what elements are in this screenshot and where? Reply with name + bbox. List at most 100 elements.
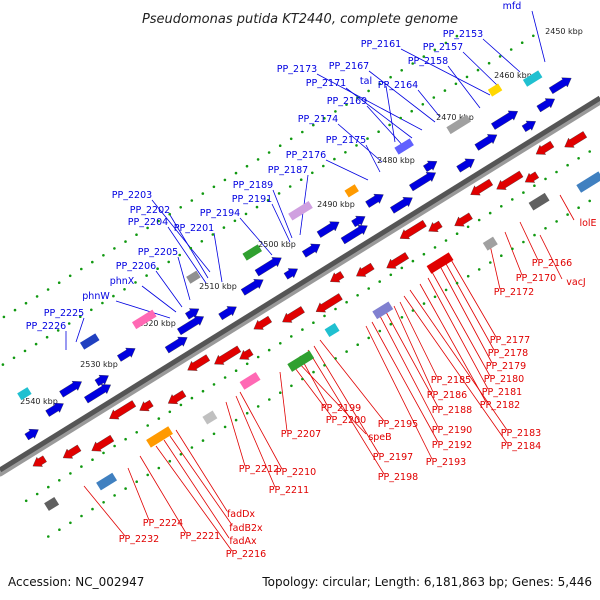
gene-label-pp-2194: PP_2194: [200, 208, 240, 219]
tick-label-2490-kbp: 2490 kbp: [317, 200, 355, 209]
track-dot: [68, 274, 72, 278]
leader-pp-2181: [427, 277, 489, 390]
genome-summary: Topology: circular; Length: 6,181,863 bp…: [262, 575, 592, 589]
track-dot: [157, 219, 160, 223]
reverse-gene-4-shape: [139, 399, 154, 412]
track-dot: [234, 418, 238, 422]
track-dot: [34, 342, 38, 346]
track-dot: [135, 480, 138, 484]
reverse-gene-5-shape: [167, 390, 187, 405]
track-dot: [168, 410, 172, 414]
tick-label-2530-kbp: 2530 kbp: [80, 360, 118, 369]
track-dot: [290, 335, 293, 338]
track-dot: [522, 191, 525, 194]
forward-gene-19-shape: [409, 172, 436, 192]
reverse-gene-11: [315, 293, 343, 313]
leader-pp-2153: [482, 38, 521, 73]
track-dot: [301, 377, 304, 381]
leader-phnw: [115, 300, 171, 319]
gene-label-phnw: phnW: [82, 291, 110, 302]
track-dot: [367, 287, 371, 290]
reverse-gene-13-shape: [356, 262, 375, 277]
tick-label-2450-kbp: 2450 kbp: [545, 27, 583, 36]
leader-pp-2188: [385, 311, 439, 408]
track-dot: [520, 41, 524, 44]
track-dot: [79, 315, 82, 319]
track-dot: [444, 239, 448, 242]
forward-gene-12: [283, 268, 298, 280]
track-dot: [156, 267, 159, 271]
upper-block-8: [446, 114, 472, 135]
leader-mfd: [531, 10, 546, 63]
upper-block-6-shape: [344, 184, 359, 198]
forward-gene-26-shape: [548, 77, 572, 94]
lower-block-2: [146, 426, 173, 448]
reverse-gene-9: [253, 315, 272, 330]
track-dot: [35, 295, 39, 298]
reverse-gene-8-shape: [239, 348, 254, 360]
reverse-gene-2-shape: [91, 434, 115, 452]
forward-gene-21-shape: [456, 158, 475, 173]
forward-gene-4: [94, 375, 109, 387]
track-dot: [500, 205, 503, 208]
tick-label-2520-kbp: 2520 kbp: [138, 319, 176, 328]
gene-label-pp-2221: PP_2221: [180, 531, 220, 542]
upper-block-10-shape: [522, 70, 543, 87]
gene-label-pp-2205: PP_2205: [138, 247, 178, 258]
track-dot: [268, 398, 271, 401]
leader-pp-2210: [239, 391, 283, 470]
track-dot: [69, 472, 72, 475]
track-dot: [245, 411, 249, 415]
forward-gene-6-shape: [164, 336, 188, 354]
track-dot: [489, 261, 492, 264]
forward-gene-0: [24, 429, 39, 441]
gene-labels: mfd PP_2153 PP_2157 PP_2161 PP_2158 PP_2167 PP…: [26, 1, 597, 560]
track-dot: [345, 300, 348, 304]
track-dot: [179, 403, 183, 407]
forward-gene-5-shape: [117, 347, 136, 362]
gene-label-pp-2232: PP_2232: [119, 534, 159, 545]
reverse-gene-0-shape: [32, 455, 47, 467]
track-dot: [289, 137, 293, 141]
track-dot: [323, 314, 326, 318]
track-dot: [58, 479, 61, 482]
track-dot: [255, 205, 259, 209]
track-dot: [134, 281, 137, 284]
lower-block-8-shape: [426, 252, 454, 274]
upper-block-7: [394, 138, 414, 155]
reverse-gene-15: [399, 220, 427, 240]
track-dot: [277, 192, 281, 195]
reverse-gene-0: [32, 455, 47, 467]
track-dot: [69, 521, 72, 525]
track-dot: [544, 177, 547, 181]
track-dot: [178, 253, 181, 257]
gene-label-phnx: phnX: [110, 276, 135, 287]
track-dot: [102, 451, 105, 455]
leader-pp-2192: [371, 321, 439, 443]
track-dot: [488, 211, 492, 215]
leader-pp-2174: [337, 123, 383, 163]
track-dot: [45, 335, 49, 339]
track-dot: [190, 199, 194, 202]
track-dot: [123, 288, 126, 291]
track-dot: [389, 322, 393, 326]
track-dot: [476, 68, 480, 72]
leader-lole: [559, 194, 575, 221]
upper-block-5: [288, 201, 313, 221]
track-dot: [58, 528, 61, 531]
track-dot: [356, 96, 359, 99]
reverse-gene-3-shape: [109, 400, 137, 420]
leader-pp-2182: [419, 283, 487, 403]
track-dot: [1, 363, 5, 366]
forward-gene-15: [340, 225, 368, 245]
track-dot: [290, 384, 293, 388]
gene-label-pp-2169: PP_2169: [327, 96, 367, 107]
leader-pp-2225: [75, 317, 85, 343]
forward-gene-11-shape: [254, 257, 282, 277]
upper-block-8-shape: [446, 114, 472, 135]
reverse-gene-18-shape: [470, 178, 494, 196]
track-dot: [367, 89, 370, 93]
forward-gene-1: [45, 402, 64, 417]
forward-gene-20: [423, 160, 438, 172]
upper-block-9: [487, 83, 503, 97]
